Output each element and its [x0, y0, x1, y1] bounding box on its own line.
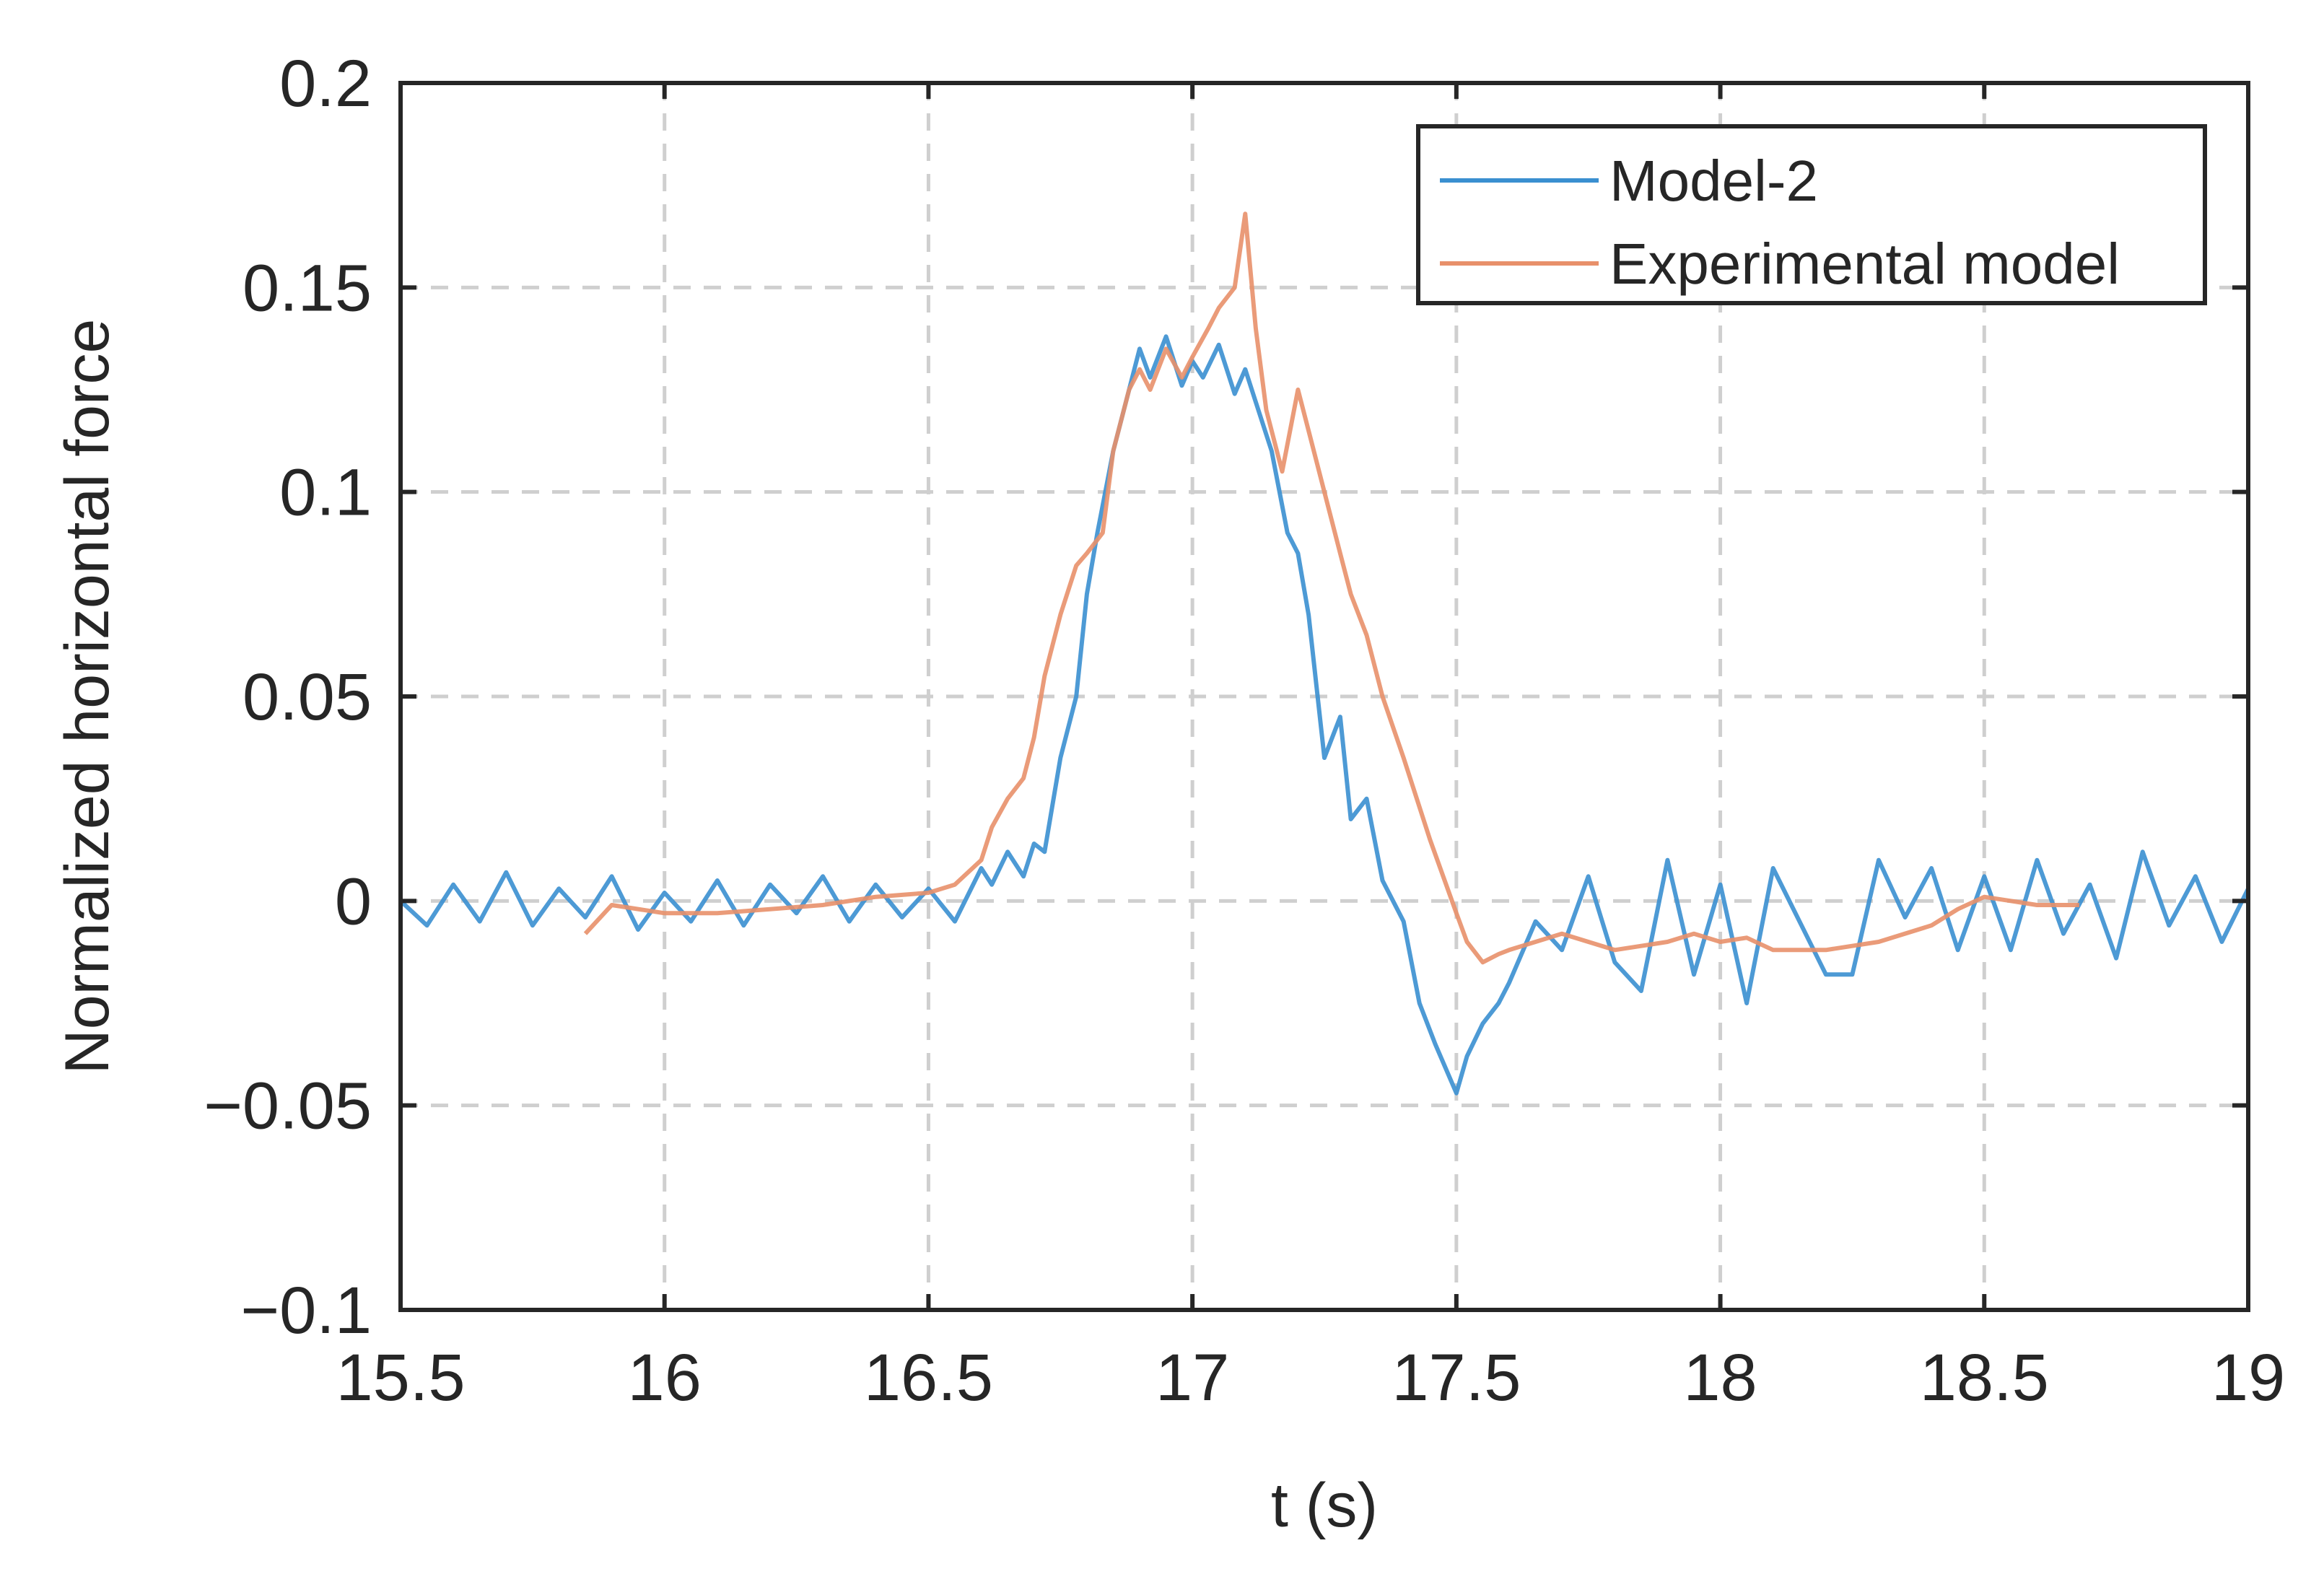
tick-labels: 15.5 16 16.5 17 17.5 18 18.5 19 −0.1 −0.05 0 0.05 0.… [204, 47, 2285, 1415]
legend-box [1416, 124, 2207, 305]
legend: Model-2 Experimental model [1416, 124, 2207, 305]
series-line-experimental-model [583, 211, 2079, 965]
x-tick-label: 15.5 [336, 1341, 465, 1415]
y-axis-label: Normalized horizontal force [53, 319, 122, 1075]
y-tick-label: 0.1 [279, 456, 372, 530]
series-layer [398, 211, 2250, 1096]
y-tick-label: −0.1 [240, 1274, 372, 1347]
y-tick-label: −0.05 [204, 1070, 372, 1143]
x-tick-label: 16.5 [864, 1341, 993, 1415]
x-tick-label: 17.5 [1392, 1341, 1521, 1415]
y-tick-label: 0.05 [243, 660, 372, 734]
x-tick-label: 18 [1683, 1341, 1757, 1415]
x-tick-label: 17 [1156, 1341, 1229, 1415]
series-line-model-2 [398, 334, 2250, 1096]
x-axis-label: t (s) [1271, 1471, 1378, 1540]
x-tick-label: 16 [628, 1341, 702, 1415]
y-tick-label: 0.2 [279, 47, 372, 121]
x-tick-label: 18.5 [1920, 1341, 2049, 1415]
ticks [398, 81, 2250, 1312]
y-tick-label: 0.15 [243, 251, 372, 325]
legend-label-model-2: Model-2 [1609, 149, 1818, 213]
x-tick-label: 19 [2211, 1341, 2285, 1415]
legend-label-experimental-model: Experimental model [1609, 232, 2120, 296]
y-tick-label: 0 [335, 865, 372, 938]
